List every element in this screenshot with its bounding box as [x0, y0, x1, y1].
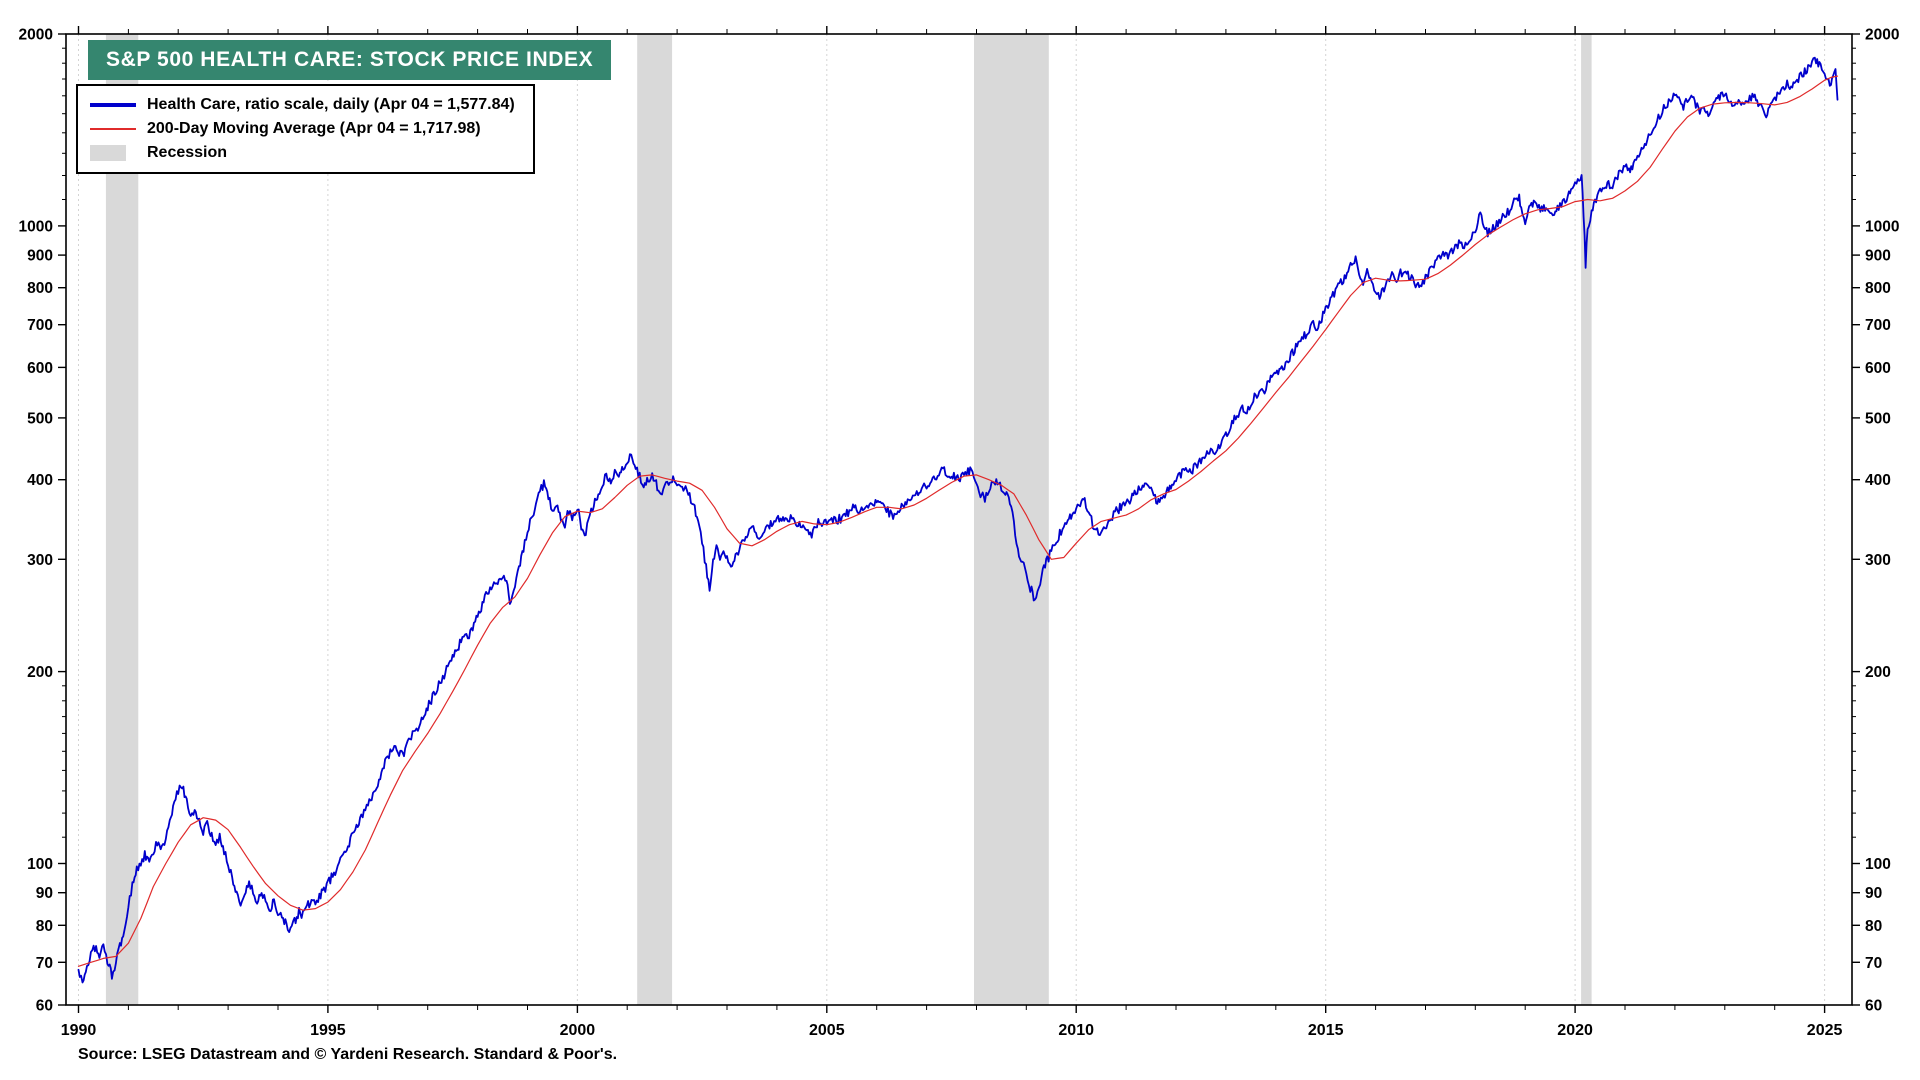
y-axis-label-left: 100 — [27, 856, 53, 873]
x-axis-label: 2025 — [1807, 1022, 1843, 1039]
y-axis-label-right: 300 — [1865, 552, 1891, 569]
moving-average-line-swatch — [90, 127, 136, 130]
x-axis-label: 1990 — [61, 1022, 97, 1039]
recession-band — [1581, 34, 1592, 1005]
legend-label-healthcare: Health Care, ratio scale, daily (Apr 04 … — [147, 96, 515, 113]
y-axis-label-right: 400 — [1865, 472, 1891, 489]
y-axis-label-left: 900 — [27, 248, 53, 265]
y-axis-label-left: 800 — [27, 280, 53, 297]
legend-item-healthcare: Health Care, ratio scale, daily (Apr 04 … — [90, 94, 515, 115]
y-axis-label-right: 900 — [1865, 248, 1891, 265]
legend-item-recession: Recession — [90, 142, 515, 163]
x-axis-label: 2015 — [1308, 1022, 1344, 1039]
y-axis-label-right: 80 — [1865, 918, 1882, 935]
moving-average-line-sample — [90, 127, 136, 130]
y-axis-label-left: 2000 — [19, 27, 53, 44]
healthcare-line-sample — [90, 102, 136, 107]
y-axis-label-left: 200 — [27, 664, 53, 681]
recession-band — [637, 34, 673, 1005]
plot-border — [65, 33, 1853, 1006]
recession-swatch — [90, 144, 136, 161]
y-axis-label-left: 80 — [36, 918, 53, 935]
x-axis-label: 2020 — [1557, 1022, 1593, 1039]
chart-title-box: S&P 500 HEALTH CARE: STOCK PRICE INDEX — [88, 40, 612, 80]
ma200-line — [77, 75, 1839, 967]
y-axis-label-left: 1000 — [19, 218, 53, 235]
y-axis-label-left: 500 — [27, 410, 53, 427]
recession-band — [974, 34, 1049, 1005]
x-axis-label: 2010 — [1058, 1022, 1094, 1039]
y-axis-label-right: 60 — [1865, 998, 1882, 1015]
healthcare-line-swatch — [90, 102, 136, 107]
y-axis-label-left: 400 — [27, 472, 53, 489]
source-attribution: Source: LSEG Datastream and © Yardeni Re… — [78, 1046, 618, 1063]
y-axis-label-right: 100 — [1865, 856, 1891, 873]
legend-label-recession: Recession — [147, 144, 228, 161]
y-axis-label-left: 700 — [27, 317, 53, 334]
y-axis-label-right: 200 — [1865, 664, 1891, 681]
y-axis-label-right: 70 — [1865, 955, 1882, 972]
y-axis-label-right: 90 — [1865, 885, 1882, 902]
y-axis-label-right: 1000 — [1865, 218, 1899, 235]
y-axis-label-left: 60 — [36, 998, 53, 1015]
y-axis-label-right: 600 — [1865, 360, 1891, 377]
chart-title: S&P 500 HEALTH CARE: STOCK PRICE INDEX — [106, 48, 594, 71]
y-axis-label-right: 500 — [1865, 410, 1891, 427]
y-axis-label-left: 600 — [27, 360, 53, 377]
x-axis-label: 1995 — [310, 1022, 346, 1039]
y-axis-label-left: 70 — [36, 955, 53, 972]
legend-item-moving-average: 200-Day Moving Average (Apr 04 = 1,717.9… — [90, 118, 515, 139]
y-axis-label-left: 300 — [27, 552, 53, 569]
legend-label-moving-average: 200-Day Moving Average (Apr 04 = 1,717.9… — [147, 120, 481, 137]
recession-sample — [90, 144, 126, 161]
y-axis-label-right: 2000 — [1865, 27, 1899, 44]
recession-band — [105, 34, 139, 1005]
legend: Health Care, ratio scale, daily (Apr 04 … — [76, 84, 535, 174]
y-axis-label-right: 800 — [1865, 280, 1891, 297]
x-axis-label: 2005 — [809, 1022, 845, 1039]
healthcare-daily-line — [77, 56, 1839, 984]
x-axis-label: 2000 — [560, 1022, 596, 1039]
y-axis-label-left: 90 — [36, 885, 53, 902]
y-axis-label-right: 700 — [1865, 317, 1891, 334]
